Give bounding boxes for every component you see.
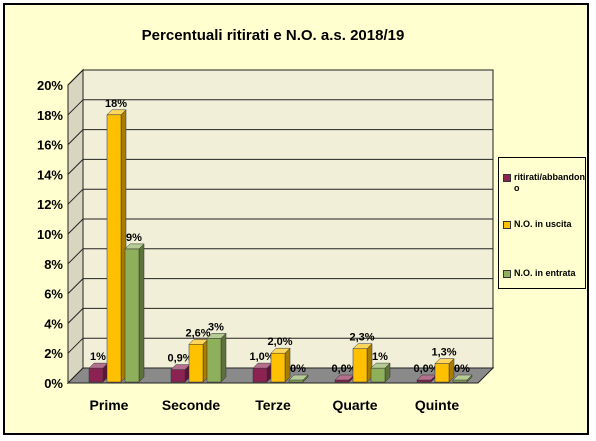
x-tick-label: Quinte [415, 397, 460, 413]
gridline-depth [67, 337, 84, 354]
chart-frame: Percentuali ritirati e N.O. a.s. 2018/19… [3, 3, 589, 435]
bar [434, 363, 450, 383]
bar [206, 338, 222, 383]
gridline-depth [67, 248, 84, 265]
data-label: 0,0% [413, 363, 438, 375]
x-tick-label: Seconde [162, 397, 221, 413]
bar-top [270, 347, 291, 354]
y-tick-label: 16% [37, 138, 63, 153]
bar [452, 379, 468, 383]
legend-label-ritirati: ritirati/abbandono [514, 172, 586, 193]
bar-top [206, 333, 227, 339]
y-tick-label: 18% [37, 108, 63, 123]
data-label: 1% [372, 351, 388, 363]
y-tick-label: 14% [37, 167, 63, 182]
data-label: 2,0% [267, 336, 292, 348]
bar-top [370, 362, 391, 369]
legend-swatch-no-entrata [503, 270, 511, 278]
legend-label-no-entrata: N.O. in entrata [514, 268, 576, 278]
y-tick-label: 8% [44, 257, 63, 272]
bar [88, 367, 104, 383]
gridline-depth [67, 69, 84, 86]
y-tick-label: 6% [44, 287, 63, 302]
legend-swatch-no-uscita [503, 221, 511, 229]
bar [270, 352, 286, 383]
data-label: 9% [126, 232, 142, 244]
data-label: 0% [290, 363, 306, 375]
data-label: 1% [90, 351, 106, 363]
y-tick-label: 2% [44, 346, 63, 361]
x-tick-label: Terze [255, 397, 291, 413]
data-label: 2,3% [349, 332, 374, 344]
bar-top [434, 358, 455, 364]
gridline-depth [67, 159, 84, 175]
data-label: 2,6% [185, 327, 210, 339]
y-tick-label: 12% [37, 197, 63, 212]
bar [188, 344, 204, 383]
bar-side [220, 332, 227, 383]
chart-legend: ritirati/abbandono N.O. in uscita N.O. i… [498, 157, 586, 289]
bar [170, 369, 186, 383]
data-label: 0,0% [331, 363, 356, 375]
bar-top [288, 374, 309, 381]
data-label: 1,3% [431, 347, 456, 359]
y-tick-label: 20% [37, 78, 63, 93]
bar [334, 379, 350, 383]
data-label: 18% [105, 98, 127, 110]
bar [288, 379, 304, 383]
data-label: 0% [454, 363, 470, 375]
chart-plot: 0% 2% 4% 6% 8% 10% 12% 14% 16% 18% 20% 1% 18% 9% Prime… [37, 68, 495, 413]
x-tick-label: Quarte [332, 397, 377, 413]
bar-top [106, 109, 127, 116]
data-label: 0,9% [167, 353, 192, 365]
bar-top [352, 343, 373, 349]
chart-title: Percentuali ritirati e N.O. a.s. 2018/19 [141, 27, 405, 44]
y-tick-label: 0% [44, 376, 63, 391]
gridline-depth [67, 188, 84, 205]
y-tick-label: 10% [37, 227, 63, 242]
legend-swatch-ritirati [503, 174, 511, 182]
gridline-depth [67, 218, 84, 235]
data-label: 3% [208, 321, 224, 333]
bar [106, 114, 122, 383]
y-tick-label: 4% [44, 316, 63, 331]
bar [416, 379, 432, 383]
bar [124, 248, 140, 383]
x-tick-label: Prime [90, 397, 129, 413]
data-label: 1,0% [249, 351, 274, 363]
bar-top [452, 374, 473, 381]
gridline-depth [67, 99, 84, 116]
bar-top [124, 243, 145, 250]
bar [352, 348, 368, 383]
legend-label-no-uscita: N.O. in uscita [514, 219, 572, 229]
gridline-depth [67, 308, 84, 324]
bar [370, 367, 386, 383]
gridline-depth [67, 278, 84, 294]
gridline-depth [67, 129, 84, 145]
bar-side [138, 243, 145, 383]
bar [252, 367, 268, 383]
